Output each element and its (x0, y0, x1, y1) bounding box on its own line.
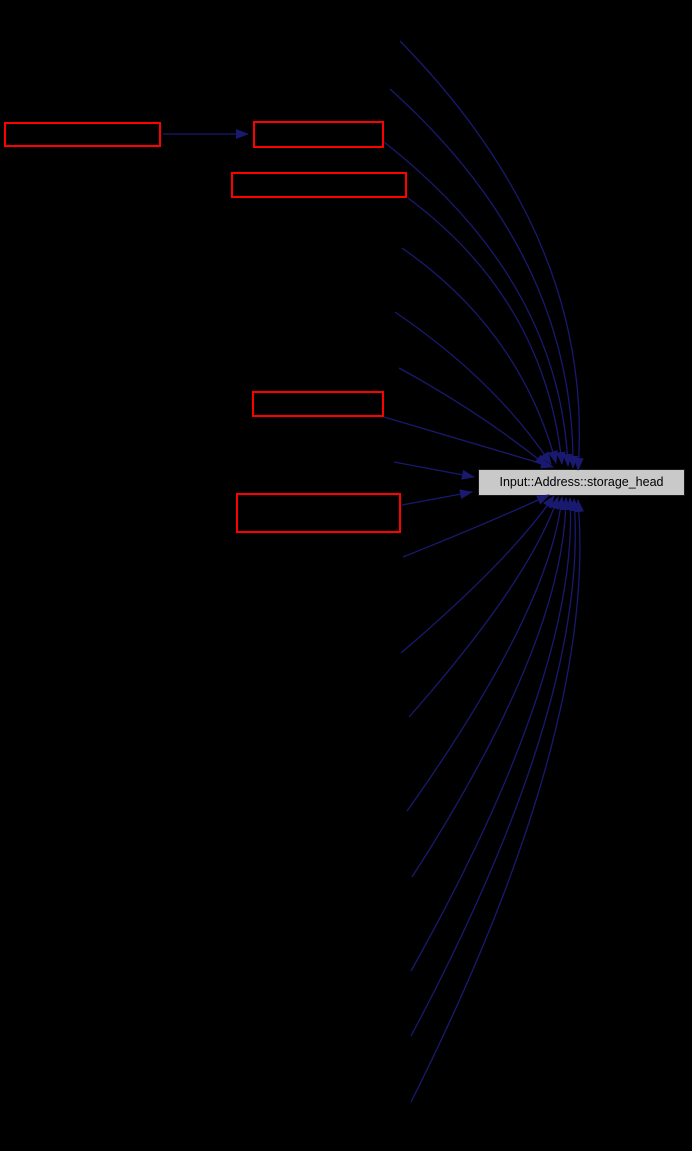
caller-node-caller-3[interactable] (231, 172, 407, 198)
caller-node-caller-4[interactable] (252, 391, 384, 417)
target-node-label: Input::Address::storage_head (499, 475, 664, 490)
target-node: Input::Address::storage_head (478, 469, 685, 496)
caller-node-caller-1[interactable] (4, 122, 161, 147)
caller-node-caller-5[interactable] (236, 493, 401, 533)
caller-node-caller-2[interactable] (253, 121, 384, 148)
